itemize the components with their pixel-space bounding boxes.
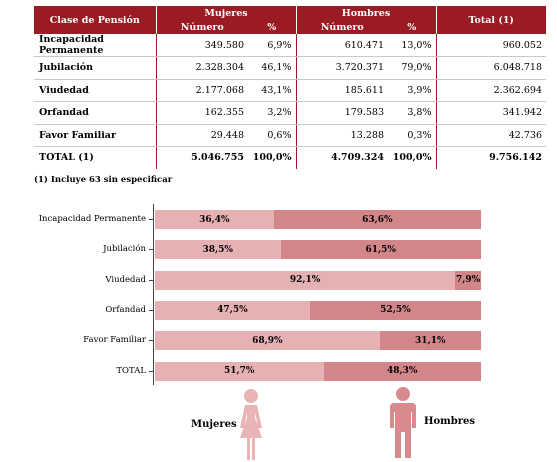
- table-row: Orfandad 162.355 3,2% 179.583 3,8% 341.9…: [34, 102, 546, 125]
- bar-segment-hombres: 48,3%: [324, 362, 481, 381]
- row-label: Incapacidad Permanente: [34, 34, 156, 57]
- legend-mujeres: Mujeres: [191, 419, 237, 430]
- chart-axis: [153, 204, 154, 385]
- subheader-h-pct: %: [388, 20, 436, 34]
- cell-total: 960.052: [436, 34, 546, 57]
- row-label: TOTAL (1): [34, 147, 156, 169]
- cell-m-pct: 43,1%: [248, 79, 296, 102]
- header-mujeres: Mujeres: [156, 6, 296, 20]
- cell-h-num: 13.288: [296, 124, 388, 147]
- subheader-m-numero: Número: [156, 20, 248, 34]
- cell-h-num: 3.720.371: [296, 57, 388, 80]
- cell-m-num: 162.355: [156, 102, 248, 125]
- table-row: Viudedad 2.177.068 43,1% 185.611 3,9% 2.…: [34, 79, 546, 102]
- category-label: Incapacidad Permanente: [6, 214, 146, 224]
- cell-h-num: 610.471: [296, 34, 388, 57]
- woman-icon: [231, 388, 271, 460]
- table-total-row: TOTAL (1) 5.046.755 100,0% 4.709.324 100…: [34, 147, 546, 169]
- bar-segment-mujeres: 36,4%: [155, 210, 274, 229]
- table-row: Favor Familiar 29.448 0,6% 13.288 0,3% 4…: [34, 124, 546, 147]
- bar-segment-hombres: 63,6%: [274, 210, 481, 229]
- cell-h-pct: 0,3%: [388, 124, 436, 147]
- category-label: Jubilación: [6, 244, 146, 254]
- bar-row: 51,7% 48,3%: [155, 362, 481, 381]
- cell-m-num: 29.448: [156, 124, 248, 147]
- bar-segment-mujeres: 68,9%: [155, 331, 380, 350]
- category-label: Orfandad: [6, 305, 146, 315]
- cell-h-pct: 100,0%: [388, 147, 436, 169]
- bar-segment-hombres: 52,5%: [310, 301, 481, 320]
- cell-total: 2.362.694: [436, 79, 546, 102]
- bar-row: 92,1% 7,9%: [155, 271, 481, 290]
- pension-table: Clase de Pensión Mujeres Hombres Total (…: [34, 6, 546, 169]
- cell-h-pct: 3,8%: [388, 102, 436, 125]
- cell-h-pct: 13,0%: [388, 34, 436, 57]
- cell-m-pct: 6,9%: [248, 34, 296, 57]
- bar-segment-mujeres: 92,1%: [155, 271, 455, 290]
- header-total: Total (1): [436, 6, 546, 34]
- category-label: TOTAL: [6, 366, 146, 376]
- bar-segment-hombres: 61,5%: [281, 240, 481, 259]
- table-footnote: (1) Incluye 63 sin especificar: [34, 175, 172, 185]
- legend-hombres: Hombres: [424, 416, 475, 427]
- cell-m-num: 2.328.304: [156, 57, 248, 80]
- row-label: Jubilación: [34, 57, 156, 80]
- cell-h-pct: 79,0%: [388, 57, 436, 80]
- bar-segment-mujeres: 51,7%: [155, 362, 324, 381]
- category-label: Favor Familiar: [6, 335, 146, 345]
- cell-m-pct: 0,6%: [248, 124, 296, 147]
- table-row: Jubilación 2.328.304 46,1% 3.720.371 79,…: [34, 57, 546, 80]
- subheader-h-numero: Número: [296, 20, 388, 34]
- cell-m-pct: 46,1%: [248, 57, 296, 80]
- row-label: Orfandad: [34, 102, 156, 125]
- cell-m-pct: 100,0%: [248, 147, 296, 169]
- table-row: Incapacidad Permanente 349.580 6,9% 610.…: [34, 34, 546, 57]
- row-label: Viudedad: [34, 79, 156, 102]
- category-label: Viudedad: [6, 275, 146, 285]
- bar-segment-hombres: 31,1%: [380, 331, 481, 350]
- cell-m-num: 5.046.755: [156, 147, 248, 169]
- cell-total: 9.756.142: [436, 147, 546, 169]
- bar-segment-hombres: 7,9%: [455, 271, 481, 290]
- subheader-m-pct: %: [248, 20, 296, 34]
- header-clase: Clase de Pensión: [34, 6, 156, 34]
- cell-m-num: 349.580: [156, 34, 248, 57]
- bar-row: 68,9% 31,1%: [155, 331, 481, 350]
- header-hombres: Hombres: [296, 6, 436, 20]
- cell-total: 42.736: [436, 124, 546, 147]
- cell-m-pct: 3,2%: [248, 102, 296, 125]
- bar-segment-mujeres: 47,5%: [155, 301, 310, 320]
- row-label: Favor Familiar: [34, 124, 156, 147]
- cell-h-num: 185.611: [296, 79, 388, 102]
- man-icon: [386, 386, 420, 458]
- cell-h-num: 179.583: [296, 102, 388, 125]
- cell-m-num: 2.177.068: [156, 79, 248, 102]
- cell-total: 341.942: [436, 102, 546, 125]
- bar-segment-mujeres: 38,5%: [155, 240, 281, 259]
- cell-h-pct: 3,9%: [388, 79, 436, 102]
- cell-h-num: 4.709.324: [296, 147, 388, 169]
- cell-total: 6.048.718: [436, 57, 546, 80]
- bar-row: 47,5% 52,5%: [155, 301, 481, 320]
- bar-row: 36,4% 63,6%: [155, 210, 481, 229]
- bar-row: 38,5% 61,5%: [155, 240, 481, 259]
